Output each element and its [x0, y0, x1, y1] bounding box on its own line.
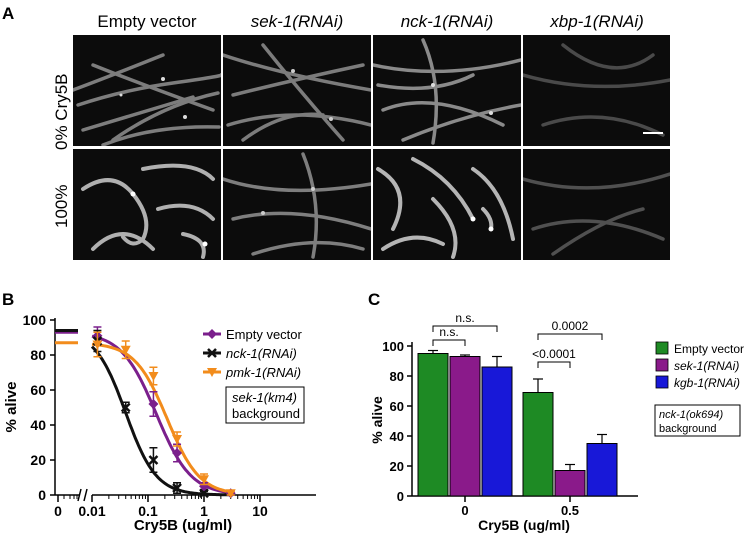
c-legend-swatch [655, 375, 669, 389]
b-legend-marker [207, 368, 217, 377]
c-background-strain: nck-1(ok694) [659, 409, 724, 421]
micrograph-xbp-1-0 [523, 35, 670, 146]
b-y-tick-label: 80 [30, 347, 46, 363]
b-y-tick-label: 20 [30, 452, 46, 468]
b-x-tick-label-zero: 0 [54, 503, 62, 519]
c-bar [481, 366, 513, 497]
micrograph-nck-1-100 [373, 149, 521, 260]
row-label-0-percent: 0% Cry5B [52, 73, 71, 150]
c-bar [554, 470, 586, 497]
b-x-tick-label: 10 [252, 503, 268, 519]
micrograph-sek-1-100 [223, 149, 371, 260]
column-header-xbp-1: xbp-1(RNAi) [550, 12, 644, 31]
b-data-point [172, 435, 183, 444]
b-curve-2 [91, 342, 231, 494]
c-sig-ns-2: n.s. [439, 325, 458, 339]
c-x-tick-label: 0 [461, 503, 468, 518]
c-legend-label: sek-1(RNAi) [674, 359, 739, 373]
c-y-tick-label: 20 [390, 459, 404, 474]
c-sig-ns-1: n.s. [455, 311, 474, 325]
b-background-strain: sek-1(km4) [232, 390, 297, 405]
b-y-tick-label: 100 [23, 312, 47, 328]
b-x-tick-label: 0.01 [78, 503, 105, 519]
b-data-point [172, 448, 183, 458]
panel-c-letter: C [368, 290, 381, 309]
b-y-tick-label: 60 [30, 382, 46, 398]
c-sig-p1: <0.0001 [532, 347, 576, 361]
c-y-tick-label: 40 [390, 429, 404, 444]
b-curve-0 [91, 334, 231, 495]
c-legend-swatch [655, 341, 669, 355]
b-x-tick-label: 1 [200, 503, 208, 519]
b-legend-label: Empty vector [226, 327, 303, 342]
b-x-axis-label: Cry5B (ug/ml) [134, 517, 232, 534]
micrograph-empty-vector-0 [73, 35, 221, 146]
survival-bar-chart: 0 20 40 60 80 100 0 0.5 n.s. n.s. <0.0001 0.000… [369, 311, 744, 533]
c-x-axis-label: Cry5B (ug/ml) [478, 517, 570, 533]
c-bar [522, 392, 554, 497]
c-background-text: background [659, 423, 717, 435]
column-header-sek-1: sek-1(RNAi) [250, 12, 344, 31]
b-background-box [225, 386, 305, 424]
c-y-tick-label: 60 [390, 399, 404, 414]
c-x-tick-label: 0.5 [561, 503, 579, 518]
c-legend-swatch [655, 358, 669, 372]
b-data-point [120, 402, 131, 413]
b-data-point [225, 489, 236, 499]
column-header-empty-vector: Empty vector [97, 12, 197, 31]
b-y-tick-label: 0 [38, 487, 46, 503]
b-data-point [92, 340, 103, 350]
b-legend-label: pmk-1(RNAi) [225, 365, 301, 380]
micrograph-sek-1-0 [223, 35, 371, 146]
c-bar [417, 353, 449, 497]
c-y-tick-label: 0 [397, 489, 404, 504]
b-y-axis-label: % alive [3, 382, 20, 433]
micrograph-empty-vector-100 [73, 149, 221, 260]
b-legend-marker [207, 329, 217, 339]
c-y-axis-label: % alive [369, 396, 385, 444]
panel-a-letter: A [2, 4, 15, 23]
c-legend-label: kgb-1(RNAi) [674, 376, 740, 390]
row-label-100-percent: 100% [52, 184, 71, 228]
c-sig-p2: 0.0002 [552, 319, 589, 333]
b-data-point [199, 475, 209, 485]
b-background-text: background [232, 406, 300, 421]
c-y-tick-label: 100 [382, 339, 404, 354]
panel-b-letter: B [2, 290, 15, 309]
b-data-point [199, 488, 209, 499]
b-legend-marker [207, 348, 217, 358]
b-data-point [148, 399, 159, 409]
b-y-tick-label: 40 [30, 417, 46, 433]
c-background-box [654, 404, 741, 437]
b-data-point [172, 483, 182, 493]
column-header-nck-1: nck-1(RNAi) [400, 12, 494, 31]
micrograph-nck-1-0 [373, 35, 521, 146]
b-data-point [148, 372, 159, 381]
b-legend-label: nck-1(RNAi) [226, 346, 297, 361]
c-legend-label: Empty vector [674, 342, 744, 356]
b-x-tick-label: 0.1 [138, 503, 158, 519]
c-y-tick-label: 80 [390, 369, 404, 384]
b-data-point [120, 345, 131, 355]
b-data-point [148, 455, 159, 465]
c-bar [586, 443, 618, 497]
micrograph-xbp-1-100 [523, 149, 670, 260]
c-bar [449, 356, 481, 497]
